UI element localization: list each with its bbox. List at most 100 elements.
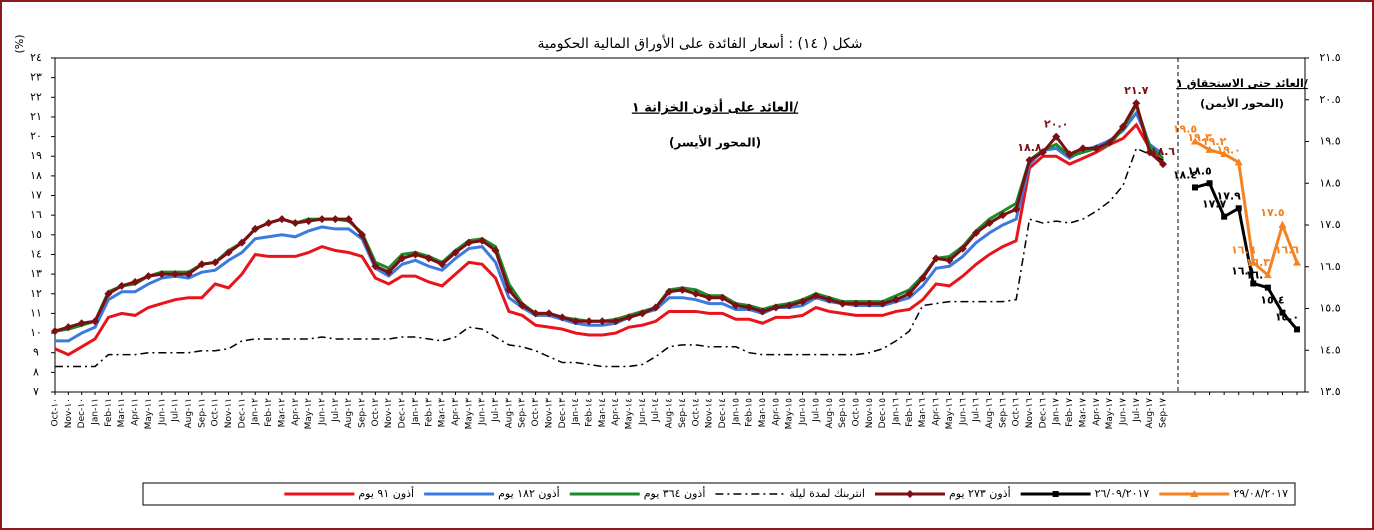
point <box>237 238 246 247</box>
x-tick-label: Apr-١٦ <box>932 398 942 426</box>
legend-marker <box>1052 491 1059 497</box>
x-tick-label: Jan-١٦ <box>892 398 902 426</box>
y-tick-label: ٧ <box>33 385 39 398</box>
data-label: ٢٠.٠ <box>1044 118 1068 131</box>
point <box>892 295 901 304</box>
point <box>358 230 367 239</box>
point <box>584 317 593 326</box>
x-tick-label: Apr-١٢ <box>291 398 301 426</box>
x-tick-label: Jan-١٣ <box>411 398 421 426</box>
data-label: ١٥.٠ <box>1275 310 1299 323</box>
legend-marker <box>1190 490 1199 497</box>
point <box>1221 213 1228 220</box>
point <box>1092 144 1101 153</box>
point <box>785 301 794 310</box>
point <box>518 301 527 310</box>
point <box>1078 144 1087 153</box>
point <box>504 285 513 294</box>
point <box>1159 160 1167 169</box>
x-tick-label: Apr-١٤ <box>611 398 621 426</box>
data-label: ١٨.٥ <box>1187 164 1212 177</box>
x-tick-label: Jul-١٤ <box>651 398 661 423</box>
x-tick-label: May-١٥ <box>785 398 795 430</box>
x-tick-label: Mar-١٧ <box>1078 398 1088 427</box>
point <box>64 323 73 332</box>
point <box>1025 156 1034 165</box>
point <box>1105 138 1114 147</box>
point <box>331 215 340 224</box>
point <box>1234 158 1243 166</box>
x-tick-label: Oct-١٥ <box>851 398 861 427</box>
point <box>865 299 874 308</box>
x-tick-label: Mar-١٤ <box>598 398 608 427</box>
y-tick-label: ١٠ <box>30 326 42 339</box>
x-tick-label: Sep-١٧ <box>1159 398 1169 428</box>
y-tick-label: ١٦.٥ <box>1319 260 1340 273</box>
x-tick-label: Sep-١١ <box>197 398 207 428</box>
point <box>491 246 500 255</box>
legend-label: أذون ١٨٢ يوم <box>498 486 560 500</box>
data-label: ١٦.٦ <box>1231 244 1256 257</box>
point <box>344 215 353 224</box>
x-tick-label: Jul-١٣ <box>491 398 501 423</box>
point <box>51 327 59 336</box>
point <box>171 270 180 279</box>
y-tick-label: ٢٣ <box>30 71 42 84</box>
legend-label: ٢٦/٠٩/٢٠١٧ <box>1095 487 1150 500</box>
x-tick-label: Feb-١٤ <box>584 398 594 427</box>
point <box>544 309 553 318</box>
x-tick-label: Jun-١٢ <box>317 398 327 426</box>
point <box>771 303 780 312</box>
x-tick-label: Jan-١٤ <box>571 398 581 426</box>
data-label: ١٨.٨ <box>1017 141 1042 154</box>
point <box>651 303 660 312</box>
y-tick-label: ١٧ <box>30 189 42 202</box>
data-label: ١٧.٩ <box>1217 189 1242 202</box>
x-tick-label: Mar-١٦ <box>918 398 928 427</box>
x-tick-label: Mar-١٥ <box>758 398 768 427</box>
y-tick-label: ١٩.٥ <box>1319 135 1340 148</box>
data-label: ١٧.٧ <box>1202 198 1227 211</box>
y-tick-label: ١٤.٥ <box>1319 343 1340 356</box>
x-tick-label: Apr-١١ <box>131 398 141 426</box>
x-tick-label: Jan-١٥ <box>731 398 741 426</box>
y-tick-label: ٢٢ <box>30 90 42 103</box>
x-tick-label: Jun-١٤ <box>638 398 648 426</box>
y-tick-label: ١٢ <box>30 287 42 300</box>
x-tick-label: Jul-١٢ <box>331 398 341 423</box>
x-tick-label: Feb-١١ <box>104 398 114 427</box>
data-label: ١٩.٥ <box>1173 123 1198 136</box>
x-tick-label: Sep-١٣ <box>518 398 528 428</box>
data-label: ١٥.٤ <box>1260 294 1284 307</box>
x-tick-label: Aug-١٧ <box>1145 398 1155 429</box>
y-tick-label: ١٥ <box>30 228 42 241</box>
point <box>958 244 967 253</box>
x-tick-label: May-١٤ <box>625 398 635 430</box>
x-tick-label: Sep-١٤ <box>678 398 688 428</box>
point <box>625 313 634 322</box>
point <box>424 254 433 263</box>
x-tick-label: Jul-١١ <box>171 398 181 423</box>
point <box>224 248 233 257</box>
point <box>144 272 153 281</box>
x-tick-label: Aug-١٦ <box>985 398 995 429</box>
data-label: ١٨.٤ <box>1173 168 1197 181</box>
point <box>665 287 674 296</box>
series-line <box>55 110 1164 343</box>
y-tick-label: ٢١ <box>30 110 42 123</box>
y-tick-label: ١٨ <box>30 169 42 182</box>
x-tick-label: Dec-١٤ <box>718 398 728 429</box>
point <box>798 297 807 306</box>
point <box>825 295 834 304</box>
x-tick-label: Feb-١٥ <box>745 398 755 427</box>
legend-label: أذون ٩١ يوم <box>358 486 414 500</box>
y-tick-label: ١١ <box>30 306 42 319</box>
data-label: ١٧.٥ <box>1260 206 1285 219</box>
legend-label: انتربنك لمدة ليلة <box>789 487 865 500</box>
point <box>304 217 313 226</box>
panel-title: العائد على أذون الخزانة ١/ <box>632 99 799 116</box>
x-tick-label: Dec-١٦ <box>1038 398 1048 429</box>
point <box>184 270 193 279</box>
x-tick-label: Dec-١٠ <box>77 398 87 428</box>
point <box>1250 280 1257 287</box>
